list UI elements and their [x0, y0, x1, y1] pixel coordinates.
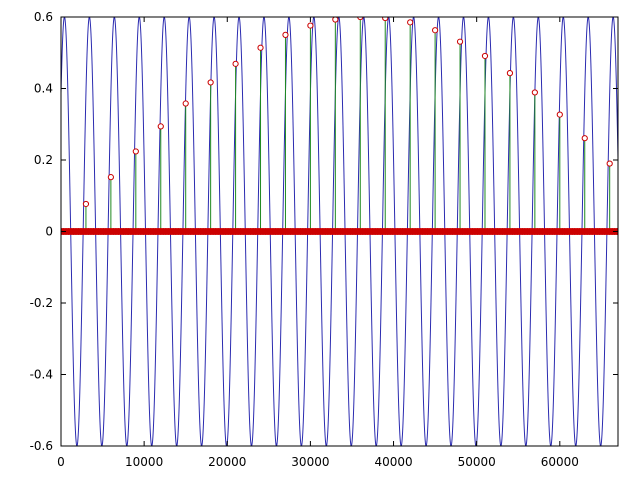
- stem-marker-2: [107, 174, 114, 181]
- stem-marker-5: [182, 100, 189, 107]
- y-tick-label: 0.6: [34, 10, 53, 24]
- axes-layer: 0 10000 20000 30000 40000 50000 60000 0.6 0.4 0.2…: [30, 10, 619, 469]
- x-tick-label: 60000: [541, 455, 579, 469]
- stem-marker-11: [332, 17, 339, 23]
- stem-marker-22: [606, 160, 613, 167]
- x-tick-label: 10000: [125, 455, 163, 469]
- x-tick-label: 40000: [374, 455, 412, 469]
- series-sinusoid-line: [61, 17, 618, 446]
- stem-marker-12: [357, 17, 364, 21]
- y-tick-label: 0: [45, 225, 53, 239]
- stem-marker-21: [581, 135, 588, 142]
- stem-marker-3: [132, 148, 139, 155]
- y-tick-label: 0.2: [34, 153, 53, 167]
- stem-marker-15: [432, 27, 439, 34]
- stem-marker-17: [481, 52, 489, 60]
- plot-area: [61, 17, 618, 446]
- stem-marker-14: [407, 19, 414, 26]
- stem-marker-9: [282, 31, 289, 38]
- stem-marker-8: [257, 44, 264, 51]
- y-tick-label: 0.4: [34, 82, 53, 96]
- stem-marker-13: [382, 17, 389, 22]
- stem-marker-18: [506, 70, 514, 77]
- y-tick-label: -0.6: [30, 439, 53, 453]
- stem-marker-10: [307, 22, 314, 29]
- x-tick-label: 30000: [291, 455, 329, 469]
- y-tick-label: -0.4: [30, 368, 53, 382]
- stem-marker-1: [82, 200, 90, 208]
- x-tick-label: 0: [57, 455, 65, 469]
- y-tick-label: -0.2: [30, 296, 53, 310]
- stem-marker-16: [456, 38, 464, 45]
- data-layer: [61, 17, 618, 446]
- stem-marker-4: [157, 123, 164, 130]
- stem-marker-19: [531, 89, 538, 96]
- stem-marker-7: [232, 60, 239, 67]
- stem-marker-6: [207, 79, 214, 86]
- x-tick-label: 20000: [208, 455, 246, 469]
- stem-marker-20: [556, 111, 563, 118]
- x-tick-label: 50000: [458, 455, 496, 469]
